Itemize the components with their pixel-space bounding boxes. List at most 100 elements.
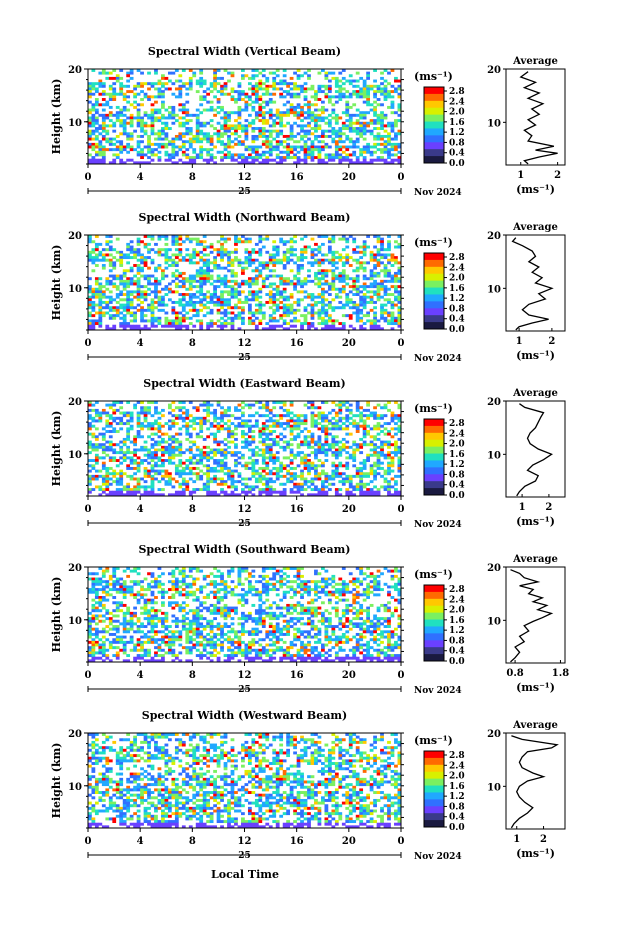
- heatmap-cell: [230, 271, 235, 275]
- heatmap-cell: [167, 248, 172, 252]
- heatmap-cell: [380, 424, 384, 428]
- heatmap-cell: [94, 129, 99, 133]
- heatmap-cell: [227, 269, 231, 273]
- heatmap-cell: [383, 298, 388, 302]
- heatmap-cell: [133, 148, 137, 152]
- heatmap-cell: [195, 119, 200, 123]
- heatmap-cell: [209, 90, 214, 94]
- heatmap-cell: [115, 156, 120, 160]
- heatmap-cell: [300, 456, 304, 460]
- panel-title: Spectral Width (Vertical Beam): [148, 45, 341, 58]
- heatmap-cell: [101, 311, 106, 315]
- heatmap-cell: [380, 242, 384, 246]
- heatmap-cell: [181, 142, 186, 146]
- heatmap-cell: [265, 264, 270, 267]
- heatmap-cell: [143, 485, 148, 489]
- heatmap-cell: [161, 137, 165, 141]
- panel-title: Spectral Width (Northward Beam): [139, 211, 351, 224]
- heatmap-cell: [91, 293, 96, 296]
- heatmap-cell: [206, 153, 211, 157]
- heatmap-cell: [101, 477, 106, 481]
- heatmap-cell: [108, 235, 113, 238]
- heatmap-cell: [355, 290, 360, 294]
- heatmap-cell: [380, 148, 384, 152]
- heatmap-cell: [331, 258, 336, 262]
- heatmap-cell: [317, 150, 322, 154]
- heatmap-cell: [362, 156, 367, 160]
- heatmap-cell: [310, 237, 315, 241]
- heatmap-cell: [143, 327, 148, 331]
- heatmap-cell: [115, 285, 120, 289]
- heatmap-cell: [369, 258, 374, 262]
- heatmap-cell: [94, 119, 99, 123]
- heatmap-cell: [300, 145, 304, 149]
- heatmap-cell: [275, 424, 280, 428]
- heatmap-cell: [171, 108, 176, 112]
- heatmap-cell: [223, 453, 228, 457]
- heatmap-cell: [334, 464, 339, 468]
- heatmap-cell: [188, 424, 193, 428]
- heatmap-cell: [178, 95, 183, 99]
- heatmap-cell: [383, 316, 388, 320]
- heatmap-cell: [150, 306, 155, 310]
- heatmap-cell: [303, 82, 308, 86]
- heatmap-cell: [244, 419, 249, 423]
- heatmap-cell: [247, 466, 252, 470]
- heatmap-cell: [355, 261, 360, 265]
- heatmap-cell: [164, 274, 169, 278]
- heatmap-cell: [327, 258, 332, 262]
- heatmap-cell: [119, 92, 124, 96]
- heatmap-cell: [307, 245, 311, 249]
- heatmap-cell: [254, 453, 259, 457]
- heatmap-cell: [251, 92, 256, 96]
- heatmap-cell: [310, 295, 315, 299]
- heatmap-cell: [275, 435, 280, 439]
- heatmap-cell: [258, 87, 263, 91]
- heatmap-cell: [376, 258, 381, 262]
- heatmap-cell: [272, 327, 277, 331]
- heatmap-cell: [331, 153, 336, 157]
- heatmap-cell: [279, 132, 284, 136]
- heatmap-cell: [115, 306, 120, 310]
- heatmap-cell: [115, 277, 120, 281]
- heatmap-cell: [307, 132, 311, 136]
- heatmap-cell: [373, 416, 377, 420]
- heatmap-cell: [369, 153, 374, 157]
- heatmap-cell: [213, 132, 217, 136]
- heatmap-cell: [202, 488, 207, 492]
- heatmap-cell: [209, 466, 214, 470]
- heatmap-cell: [376, 113, 381, 117]
- heatmap-cell: [88, 253, 92, 257]
- heatmap-cell: [366, 453, 370, 457]
- heatmap-cell: [359, 76, 364, 80]
- heatmap-cell: [244, 158, 249, 162]
- heatmap-cell: [324, 314, 329, 318]
- heatmap-cell: [112, 408, 117, 412]
- heatmap-cell: [185, 411, 190, 415]
- heatmap-cell: [289, 150, 294, 154]
- heatmap-cell: [258, 414, 263, 418]
- heatmap-cell: [94, 445, 99, 449]
- heatmap-cell: [154, 469, 158, 473]
- heatmap-cell: [115, 287, 120, 291]
- heatmap-cell: [209, 411, 214, 415]
- heatmap-cell: [112, 403, 117, 407]
- heatmap-cell: [91, 248, 96, 252]
- heatmap-cell: [387, 156, 391, 160]
- heatmap-cell: [98, 308, 103, 312]
- heatmap-cell: [380, 448, 384, 452]
- heatmap-cell: [133, 403, 137, 407]
- heatmap-cell: [216, 134, 221, 138]
- heatmap-cell: [265, 424, 270, 428]
- heatmap-cell: [348, 306, 353, 310]
- heatmap-cell: [223, 240, 228, 244]
- heatmap-cell: [206, 406, 211, 410]
- heatmap-cell: [209, 261, 214, 265]
- heatmap-cell: [150, 258, 155, 262]
- heatmap-cell: [220, 87, 224, 91]
- heatmap-cell: [334, 134, 339, 138]
- heatmap-cell: [376, 240, 381, 244]
- heatmap-cell: [362, 485, 367, 489]
- heatmap-cell: [98, 79, 103, 83]
- heatmap-cell: [286, 145, 291, 149]
